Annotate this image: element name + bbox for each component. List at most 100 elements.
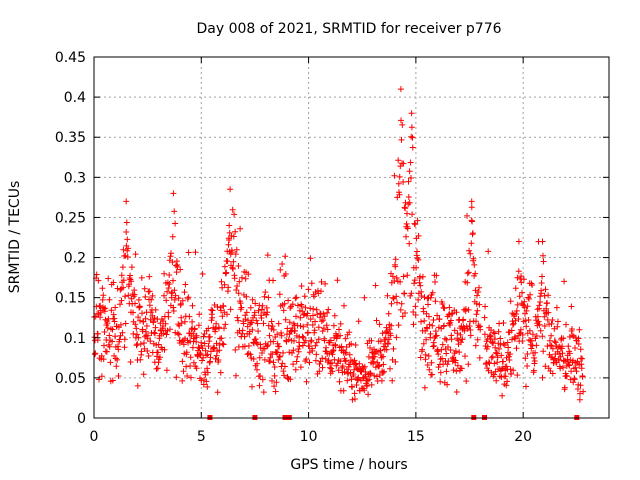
- data-point: [189, 344, 196, 351]
- data-point: [278, 332, 285, 339]
- data-point: [405, 194, 412, 200]
- data-point: [476, 354, 483, 361]
- data-point: [397, 278, 404, 285]
- data-point: [142, 315, 149, 322]
- data-point: [181, 318, 188, 325]
- data-point: [537, 327, 544, 334]
- data-point: [112, 304, 119, 311]
- data-point: [384, 292, 391, 299]
- data-point: [282, 271, 289, 277]
- data-point: [340, 387, 347, 394]
- data-point: [464, 279, 471, 286]
- data-point: [322, 355, 329, 362]
- data-point: [122, 293, 129, 300]
- chart-title: Day 008 of 2021, SRMTID for receiver p77…: [196, 21, 501, 37]
- data-point: [219, 313, 226, 320]
- data-point: [471, 261, 478, 268]
- data-point: [409, 134, 416, 141]
- data-point: [256, 382, 263, 389]
- data-point: [132, 300, 138, 307]
- data-point: [334, 277, 341, 284]
- data-point: [262, 289, 269, 296]
- data-point: [534, 313, 541, 320]
- data-point: [251, 309, 258, 316]
- y-tick-label: 0.25: [55, 210, 86, 226]
- data-point: [189, 302, 196, 309]
- y-tick-label: 0.4: [64, 90, 86, 106]
- data-point: [261, 293, 268, 300]
- data-point: [485, 248, 492, 255]
- data-point: [316, 368, 323, 375]
- data-point: [366, 376, 373, 383]
- data-point: [304, 321, 311, 328]
- data-point: [500, 358, 507, 365]
- data-point: [557, 365, 564, 372]
- data-point: [515, 316, 522, 322]
- data-point: [205, 343, 212, 350]
- data-point: [290, 347, 297, 354]
- data-point: [224, 258, 231, 265]
- data-point: [108, 325, 114, 332]
- data-point: [383, 324, 390, 331]
- data-point: [303, 378, 310, 385]
- data-point: [199, 357, 205, 364]
- data-point: [484, 343, 491, 350]
- data-point: [523, 307, 530, 314]
- data-point: [146, 302, 153, 309]
- data-point: [331, 312, 338, 319]
- data-point: [125, 292, 132, 299]
- data-point: [475, 289, 482, 295]
- data-point: [530, 367, 537, 374]
- data-point: [124, 254, 131, 260]
- data-point: [117, 301, 123, 308]
- data-point: [563, 373, 570, 380]
- data-point: [390, 345, 397, 352]
- data-point: [168, 294, 175, 301]
- data-point: [414, 248, 420, 255]
- data-point: [253, 317, 260, 324]
- data-point: [427, 294, 434, 301]
- data-point: [395, 180, 402, 187]
- data-point: [439, 355, 446, 362]
- data-point: [420, 340, 427, 347]
- data-point: [317, 358, 324, 365]
- data-point: [509, 336, 515, 343]
- data-point: [217, 369, 224, 376]
- data-point: [311, 293, 317, 300]
- data-point: [181, 289, 188, 296]
- data-point: [324, 326, 331, 333]
- data-point: [518, 279, 525, 286]
- data-point: [269, 323, 276, 330]
- data-point: [484, 365, 491, 372]
- data-point: [468, 204, 475, 211]
- data-point: [429, 289, 436, 296]
- data-point: [208, 306, 215, 313]
- data-point: [325, 357, 332, 364]
- data-point: [521, 298, 528, 305]
- data-point: [438, 346, 445, 353]
- data-point: [424, 325, 431, 332]
- data-point: [431, 342, 437, 349]
- data-point: [144, 348, 151, 354]
- data-point: [453, 309, 460, 316]
- data-point: [538, 290, 545, 297]
- data-point: [213, 340, 220, 347]
- data-point: [279, 261, 286, 267]
- data-point: [398, 117, 404, 124]
- data-point: [229, 249, 236, 256]
- data-point: [213, 320, 220, 327]
- data-point: [207, 354, 214, 361]
- data-point: [430, 343, 437, 350]
- data-point: [280, 349, 286, 356]
- data-point: [521, 304, 528, 311]
- data-point: [430, 317, 437, 323]
- data-point: [414, 217, 421, 224]
- data-point: [539, 333, 546, 340]
- data-point: [258, 306, 265, 313]
- data-point: [553, 304, 560, 311]
- data-point: [144, 332, 151, 339]
- data-point: [204, 351, 211, 358]
- data-point: [464, 270, 471, 277]
- data-point: [575, 335, 582, 342]
- data-point: [503, 363, 510, 370]
